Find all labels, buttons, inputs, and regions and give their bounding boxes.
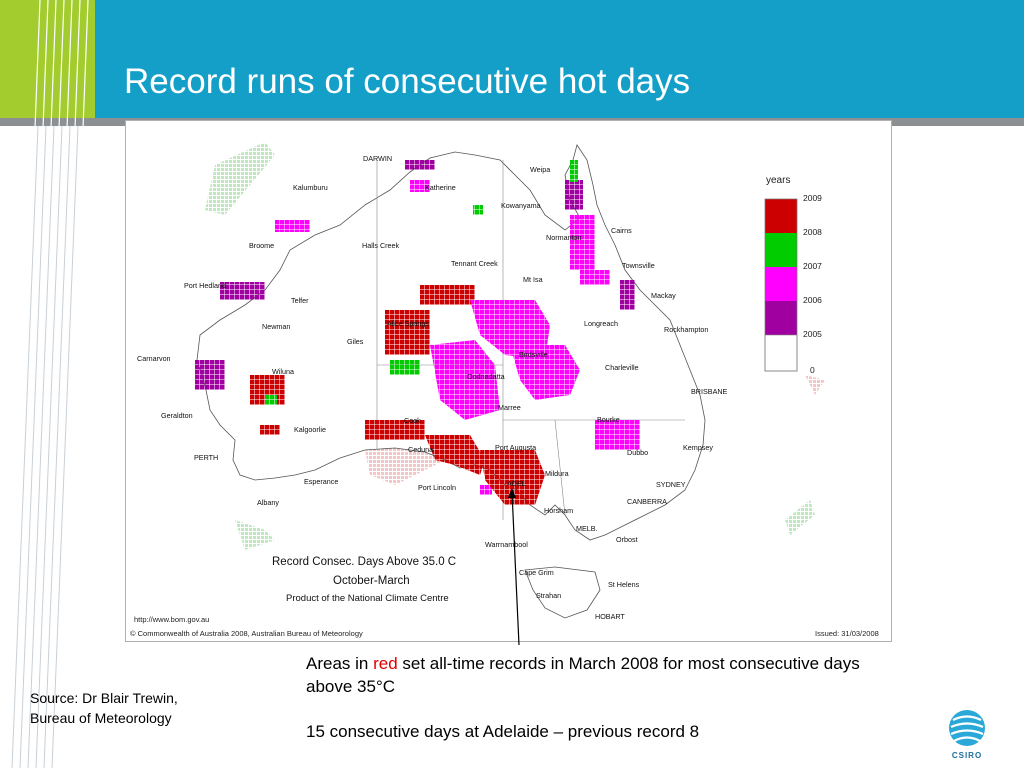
city-wiluna: Wiluna <box>272 367 294 376</box>
city-port-hedland: Port Hedland <box>184 281 226 290</box>
legend-swatch-2006 <box>765 301 797 335</box>
city-bourke: Bourke <box>597 415 620 424</box>
city-telfer: Telfer <box>291 296 309 305</box>
map-issued: Issued: 31/03/2008 <box>815 629 879 638</box>
city-carnarvon: Carnarvon <box>137 354 171 363</box>
city-newman: Newman <box>262 322 290 331</box>
city-esperance: Esperance <box>304 477 338 486</box>
city-mackay: Mackay <box>651 291 676 300</box>
note-record-areas: Areas in red set all-time records in Mar… <box>306 652 866 698</box>
city-port-augusta: Port Augusta <box>495 443 536 452</box>
source-credit: Source: Dr Blair Trewin, Bureau of Meteo… <box>30 688 178 728</box>
legend-label-2008: 2008 <box>803 227 822 237</box>
map-copyright: © Commonwealth of Australia 2008, Austra… <box>130 629 363 638</box>
city-katherine: Katherine <box>425 183 456 192</box>
city-kempsey: Kempsey <box>683 443 713 452</box>
city-mt-isa: Mt Isa <box>523 275 543 284</box>
city-port-lincoln: Port Lincoln <box>418 483 456 492</box>
caption-product: Product of the National Climate Centre <box>286 593 449 604</box>
note-text-a: Areas in <box>306 654 374 673</box>
legend-title: years <box>766 175 790 186</box>
city-normanton: Normanton <box>546 233 582 242</box>
city-albany: Albany <box>257 498 279 507</box>
legend-label-0: 0 <box>810 365 815 375</box>
city-oodnadatta: Oodnadatta <box>467 372 505 381</box>
city-orbost: Orbost <box>616 535 638 544</box>
city-ceduna: Ceduna <box>408 445 433 454</box>
tasmania-outline <box>524 566 601 619</box>
city-broome: Broome <box>249 241 274 250</box>
city-strahan: Strahan <box>536 591 561 600</box>
city-kowanyama: Kowanyama <box>501 201 541 210</box>
australia-map: years 2009 2008 2007 2006 2005 0 DARWIN … <box>130 142 879 638</box>
legend-swatch-2008 <box>765 233 797 267</box>
legend-swatch-2009 <box>765 199 797 233</box>
city-brisbane: BRISBANE <box>691 387 728 396</box>
legend-swatch-2005 <box>764 334 798 372</box>
city-giles: Giles <box>347 337 364 346</box>
caption-period: October-March <box>333 575 410 587</box>
map-caption: Record Consec. Days Above 35.0 C October… <box>272 556 456 604</box>
city-mildura: Mildura <box>545 469 569 478</box>
city-st-helens: St Helens <box>608 580 640 589</box>
city-rockhampton: Rockhampton <box>664 325 708 334</box>
legend-swatch-2007 <box>765 267 797 301</box>
header-band <box>0 0 1024 118</box>
city-cook: Cook <box>404 416 421 425</box>
city-birdsville: Birdsville <box>519 350 548 359</box>
legend-label-2006: 2006 <box>803 295 822 305</box>
caption-title: Record Consec. Days Above 35.0 C <box>272 556 456 568</box>
city-kalumburu: Kalumburu <box>293 183 328 192</box>
csiro-logo: CSIRO <box>949 710 985 760</box>
city-cairns: Cairns <box>611 226 632 235</box>
city-marree: Marree <box>498 403 521 412</box>
city-dubbo: Dubbo <box>627 448 648 457</box>
city-adel: ADEL <box>507 479 526 488</box>
slide-title: Record runs of consecutive hot days <box>124 62 691 101</box>
city-horsham: Horsham <box>544 506 573 515</box>
city-weipa: Weipa <box>530 165 550 174</box>
note-text-b: set all-time records in March 2008 for m… <box>306 654 860 696</box>
city-melb: MELB. <box>576 524 598 533</box>
legend-label-2005: 2005 <box>803 329 822 339</box>
city-geraldton: Geraldton <box>161 411 193 420</box>
note-text-red: red <box>373 654 398 673</box>
map-url: http://www.bom.gov.au <box>134 615 209 624</box>
city-warrnambool: Warrnambool <box>485 540 528 549</box>
legend: years 2009 2008 2007 2006 2005 0 <box>764 175 822 375</box>
note-adelaide: 15 consecutive days at Adelaide – previo… <box>306 722 700 741</box>
source-line-2: Bureau of Meteorology <box>30 710 172 726</box>
city-alice-springs: Alice Springs <box>387 319 429 328</box>
record-areas <box>195 160 640 505</box>
decorative-stripes <box>9 0 89 768</box>
city-kalgoorlie: Kalgoorlie <box>294 425 326 434</box>
city-canberra: CANBERRA <box>627 497 667 506</box>
city-charleville: Charleville <box>605 363 639 372</box>
city-hobart: HOBART <box>595 612 625 621</box>
city-townsville: Townsville <box>622 261 655 270</box>
legend-label-2007: 2007 <box>803 261 822 271</box>
svg-text:CSIRO: CSIRO <box>952 751 982 760</box>
city-perth: PERTH <box>194 453 218 462</box>
city-tennant-creek: Tennant Creek <box>451 259 498 268</box>
city-darwin: DARWIN <box>363 154 392 163</box>
legend-label-2009: 2009 <box>803 193 822 203</box>
city-labels: DARWIN Kalumburu Katherine Weipa Kowanya… <box>137 154 728 621</box>
source-line-1: Source: Dr Blair Trewin, <box>30 690 178 706</box>
city-sydney: SYDNEY <box>656 480 686 489</box>
city-longreach: Longreach <box>584 319 618 328</box>
city-halls-creek: Halls Creek <box>362 241 400 250</box>
city-cape-grim: Cape Grim <box>519 568 554 577</box>
